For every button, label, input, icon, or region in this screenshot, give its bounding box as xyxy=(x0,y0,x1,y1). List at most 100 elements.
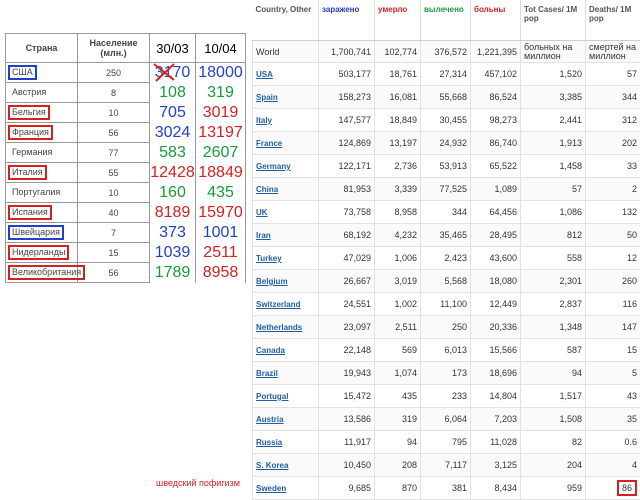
value: 18,080 xyxy=(489,276,517,286)
cell: Spain xyxy=(253,86,319,109)
population: 250 xyxy=(78,63,150,83)
country-link[interactable]: Austria xyxy=(256,415,284,424)
country-link[interactable]: UK xyxy=(256,208,268,217)
cell: USA xyxy=(253,63,319,86)
value: 1,006 xyxy=(394,253,417,263)
value: 344 xyxy=(452,207,467,217)
cell: 15 xyxy=(586,339,640,362)
value: 64,456 xyxy=(489,207,517,217)
country-cell: Нидерланды xyxy=(6,243,78,263)
country-link[interactable]: Switzerland xyxy=(256,300,300,309)
header-cell: Tot Cases/ 1M pop xyxy=(521,0,586,41)
cell: 4 xyxy=(586,454,640,477)
value-10-04: 435 xyxy=(196,183,246,203)
country-cell: Австрия xyxy=(6,83,78,103)
country-link[interactable]: Canada xyxy=(256,346,285,355)
header-cell: 10/04 xyxy=(196,34,246,63)
cell: 12,449 xyxy=(471,293,521,316)
header-cell: вылечено xyxy=(421,0,471,41)
country-cell: Франция xyxy=(6,123,78,143)
value: 50 xyxy=(627,230,637,240)
value: 260 xyxy=(622,276,637,286)
country-link[interactable]: Russia xyxy=(256,438,282,447)
note: смертей на миллион xyxy=(586,41,640,63)
value: 7,117 xyxy=(445,460,467,470)
value: 381 xyxy=(452,483,467,493)
cell: 22,148 xyxy=(319,339,375,362)
value: 503,177 xyxy=(338,69,371,79)
country-link[interactable]: France xyxy=(256,139,282,148)
cell: 147,577 xyxy=(319,109,375,132)
country-link[interactable]: Belgium xyxy=(256,277,288,286)
value: 5,568 xyxy=(444,276,467,286)
value: 16,081 xyxy=(389,92,417,102)
cell: 1,520 xyxy=(521,63,586,86)
cell: Austria xyxy=(253,408,319,431)
cell: 1,006 xyxy=(375,247,421,270)
country-link[interactable]: Italy xyxy=(256,116,272,125)
cell: 124,869 xyxy=(319,132,375,155)
cell: S. Korea xyxy=(253,454,319,477)
value: 1,089 xyxy=(494,184,517,194)
country: Германия xyxy=(8,145,56,160)
value: 132 xyxy=(622,207,637,217)
country-link[interactable]: Germany xyxy=(256,162,291,171)
value: 959 xyxy=(567,483,582,493)
cell: 50 xyxy=(586,224,640,247)
value: 28,495 xyxy=(489,230,517,240)
value: 1,913 xyxy=(559,138,582,148)
cell: 33 xyxy=(586,155,640,178)
cell: 812 xyxy=(521,224,586,247)
value: 77,525 xyxy=(439,184,467,194)
country-link[interactable]: Sweden xyxy=(256,484,286,493)
value: 147 xyxy=(622,322,637,332)
population: 10 xyxy=(78,183,150,203)
country-cell: Бельгия xyxy=(6,103,78,123)
value-30-03: 160 xyxy=(150,183,196,203)
value-30-03: 108 xyxy=(150,83,196,103)
value: 1,520 xyxy=(559,69,582,79)
country-link[interactable]: S. Korea xyxy=(256,461,288,470)
value: 2,441 xyxy=(559,115,582,125)
cell: 158,273 xyxy=(319,86,375,109)
country-link[interactable]: Spain xyxy=(256,93,278,102)
cell: 94 xyxy=(521,362,586,385)
cell: 1,074 xyxy=(375,362,421,385)
cell: 7,203 xyxy=(471,408,521,431)
cell: Portugal xyxy=(253,385,319,408)
cell: 173 xyxy=(421,362,471,385)
country-link[interactable]: Brazil xyxy=(256,369,278,378)
country-link[interactable]: Portugal xyxy=(256,392,288,401)
country-link[interactable]: Netherlands xyxy=(256,323,302,332)
header-cell: заражено xyxy=(319,0,375,41)
country: Великобритания xyxy=(8,265,85,280)
country-link[interactable]: Turkey xyxy=(256,254,282,263)
cell: 24,551 xyxy=(319,293,375,316)
cell: Sweden xyxy=(253,477,319,500)
value-10-04: 2607 xyxy=(196,143,246,163)
country-link[interactable]: Iran xyxy=(256,231,271,240)
cell: 86,524 xyxy=(471,86,521,109)
value: 204 xyxy=(567,460,582,470)
population: 7 xyxy=(78,223,150,243)
cell: Canada xyxy=(253,339,319,362)
cell: 3,385 xyxy=(521,86,586,109)
country-link[interactable]: China xyxy=(256,185,278,194)
cell: 3,125 xyxy=(471,454,521,477)
value: 1,348 xyxy=(559,322,582,332)
cell: 64,456 xyxy=(471,201,521,224)
cell: 86,740 xyxy=(471,132,521,155)
value-30-03: 8189 xyxy=(150,203,196,223)
country-link[interactable]: USA xyxy=(256,70,273,79)
cell: 23,097 xyxy=(319,316,375,339)
value: 173 xyxy=(452,368,467,378)
value: 18,849 xyxy=(389,115,417,125)
value: 1,002 xyxy=(394,299,417,309)
cell: 1,089 xyxy=(471,178,521,201)
cell: Belgium xyxy=(253,270,319,293)
value: 53,913 xyxy=(439,161,467,171)
